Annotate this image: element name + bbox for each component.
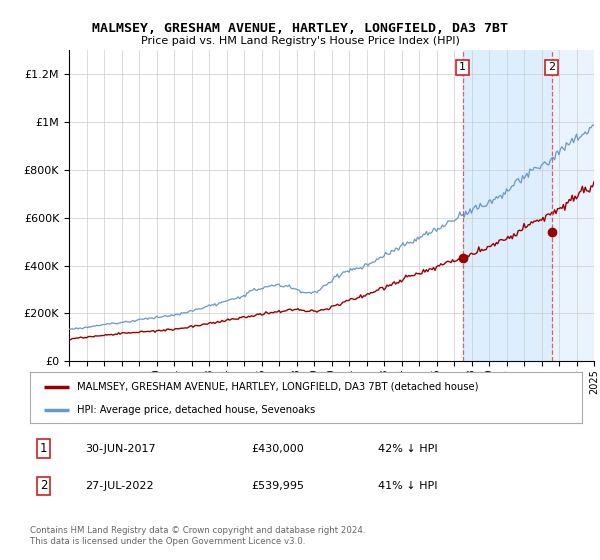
Text: 2: 2 — [548, 62, 555, 72]
Text: 27-JUL-2022: 27-JUL-2022 — [85, 480, 154, 491]
Text: 1: 1 — [459, 62, 466, 72]
Text: 30-JUN-2017: 30-JUN-2017 — [85, 444, 156, 454]
Text: MALMSEY, GRESHAM AVENUE, HARTLEY, LONGFIELD, DA3 7BT: MALMSEY, GRESHAM AVENUE, HARTLEY, LONGFI… — [92, 22, 508, 35]
Text: £539,995: £539,995 — [251, 480, 304, 491]
Text: 2: 2 — [40, 479, 47, 492]
Text: Price paid vs. HM Land Registry's House Price Index (HPI): Price paid vs. HM Land Registry's House … — [140, 36, 460, 46]
Text: MALMSEY, GRESHAM AVENUE, HARTLEY, LONGFIELD, DA3 7BT (detached house): MALMSEY, GRESHAM AVENUE, HARTLEY, LONGFI… — [77, 381, 478, 391]
Text: 1: 1 — [40, 442, 47, 455]
Text: 42% ↓ HPI: 42% ↓ HPI — [378, 444, 437, 454]
Text: 41% ↓ HPI: 41% ↓ HPI — [378, 480, 437, 491]
Bar — [551, 50, 594, 361]
Text: £430,000: £430,000 — [251, 444, 304, 454]
Text: HPI: Average price, detached house, Sevenoaks: HPI: Average price, detached house, Seve… — [77, 405, 315, 415]
Bar — [463, 50, 551, 361]
Text: Contains HM Land Registry data © Crown copyright and database right 2024.
This d: Contains HM Land Registry data © Crown c… — [30, 526, 365, 546]
